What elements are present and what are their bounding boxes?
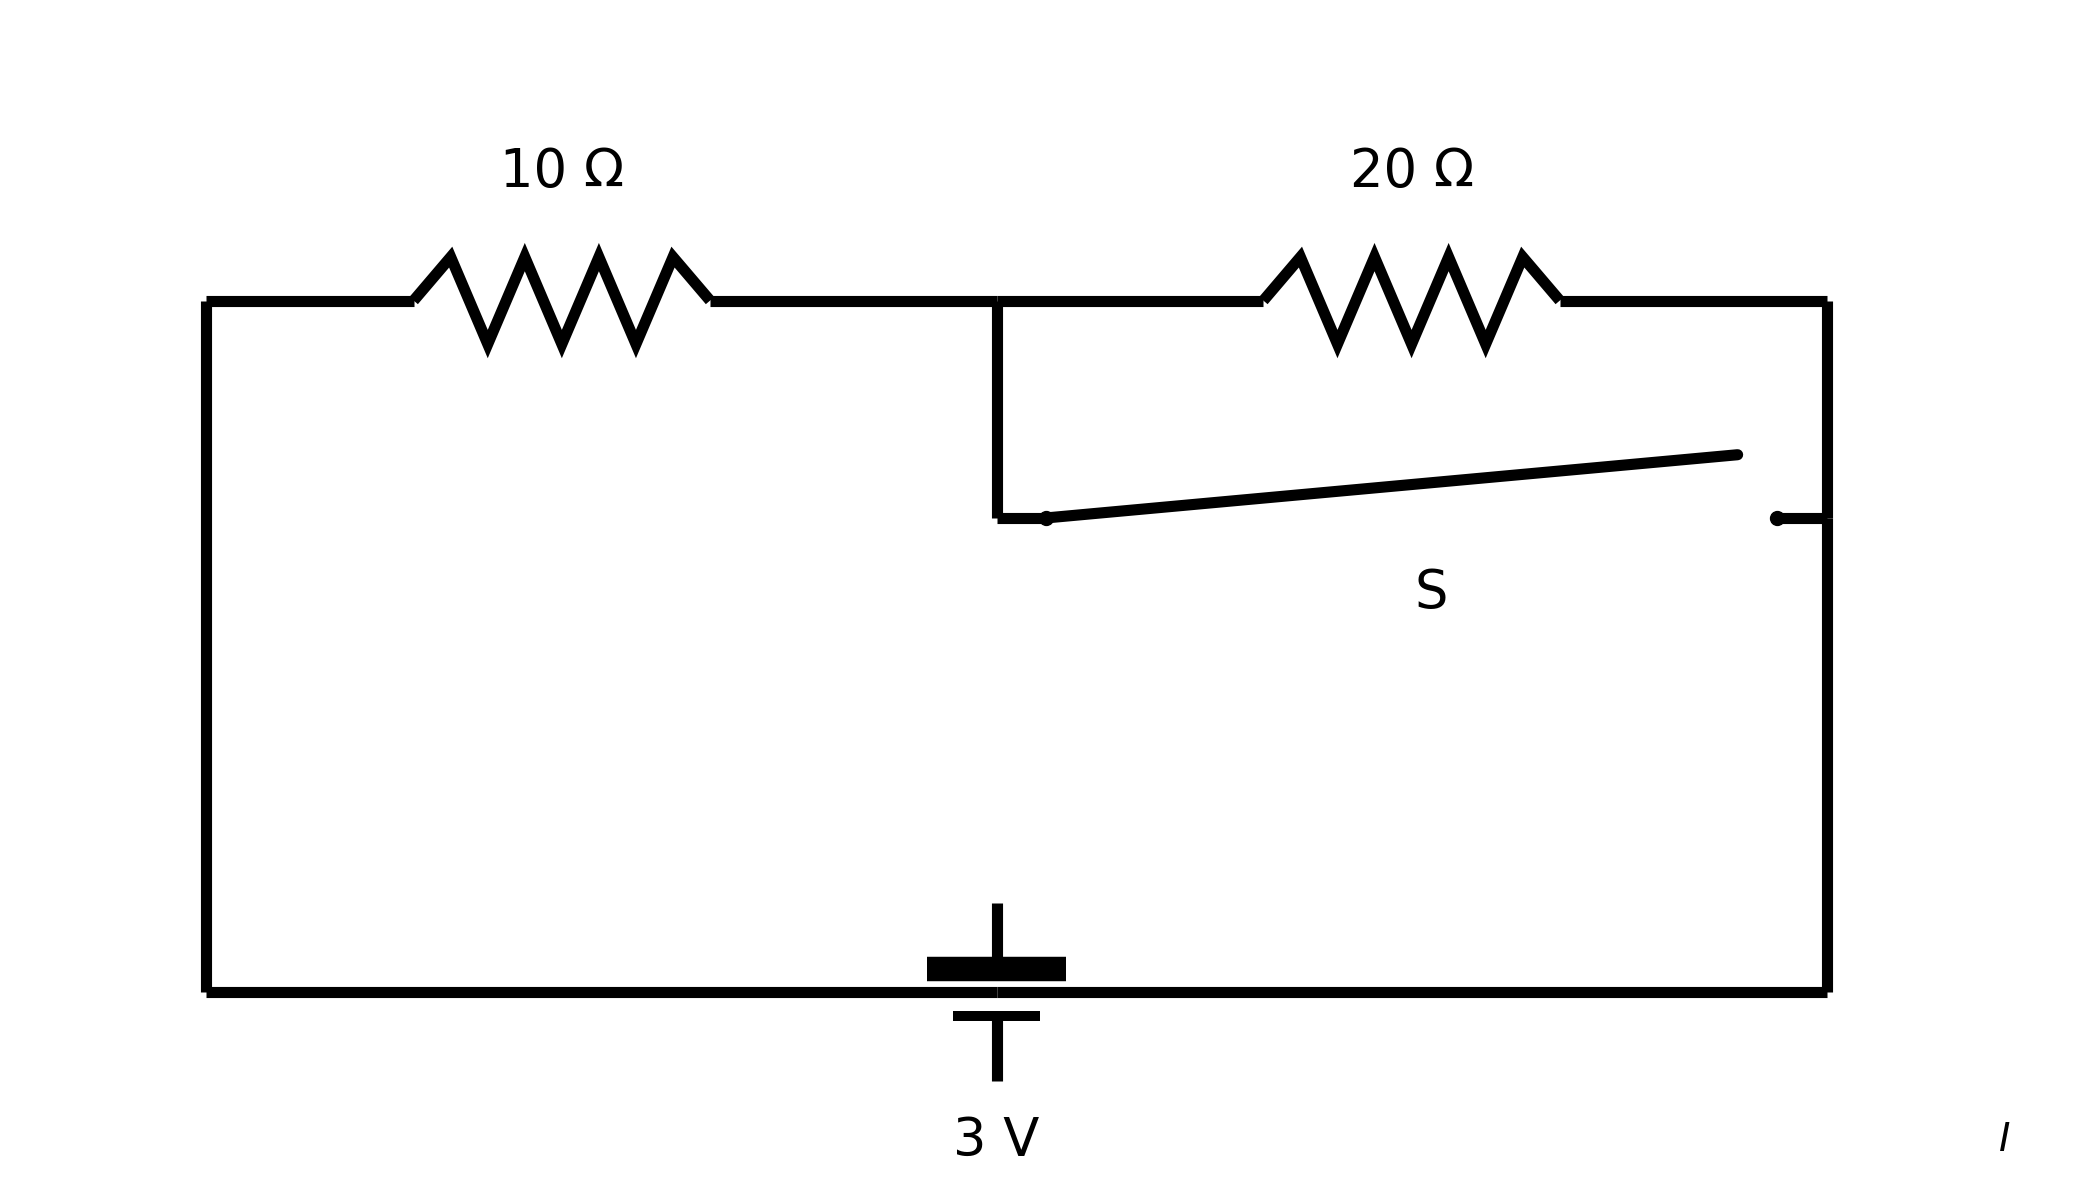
Text: 3 V: 3 V	[954, 1114, 1040, 1167]
Text: I: I	[1998, 1121, 2010, 1159]
Text: S: S	[1414, 567, 1448, 618]
Text: 20 Ω: 20 Ω	[1349, 146, 1473, 198]
Text: 10 Ω: 10 Ω	[500, 146, 623, 198]
